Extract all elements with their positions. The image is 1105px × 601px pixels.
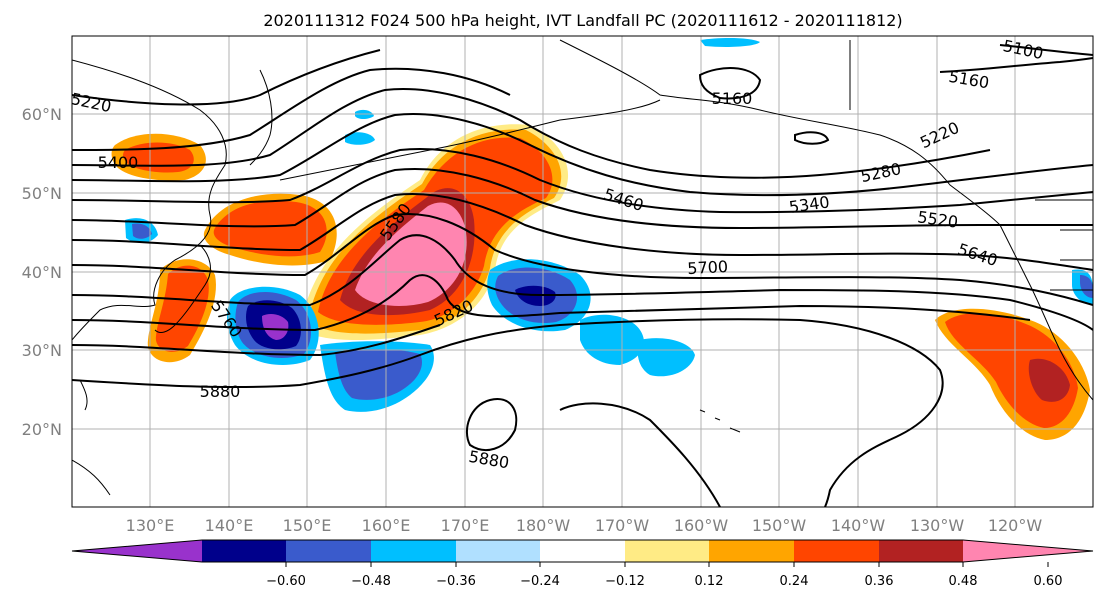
longitude-tick-label: 170°W: [595, 516, 650, 535]
latitude-labels: 60°N 50°N 40°N 30°N 20°N: [22, 105, 62, 439]
latitude-tick-label: 60°N: [22, 105, 62, 124]
height-contour: [72, 67, 511, 151]
colorbar-extend-high: [963, 540, 1093, 562]
colorbar-swatch: [371, 540, 456, 562]
ivt-negative-region: [700, 37, 760, 47]
colorbar-swatch: [879, 540, 963, 562]
ivt-negative-region: [637, 338, 695, 377]
coastline-philippines: [79, 379, 88, 411]
height-contour: [72, 88, 991, 179]
longitude-tick-label: 160°W: [674, 516, 729, 535]
colorbar-swatch: [540, 540, 625, 562]
colorbar-swatch: [456, 540, 540, 562]
colorbar-swatch: [286, 540, 371, 562]
colorbar-swatch: [625, 540, 709, 562]
figure-title: 2020111312 F024 500 hPa height, IVT Land…: [263, 11, 902, 30]
height-contour: [72, 318, 944, 507]
colorbar-tick-label: 0.12: [695, 574, 724, 589]
ivt-negative-region: [345, 132, 375, 145]
height-contour: [794, 131, 830, 145]
coastline-asia: [72, 59, 227, 341]
longitude-tick-label: 120°W: [988, 516, 1043, 535]
ivt-negative-region: [580, 314, 644, 365]
height-contour: [72, 324, 441, 357]
latitude-tick-label: 40°N: [22, 263, 62, 282]
ivt-positive-region: [355, 202, 467, 306]
latitude-tick-label: 50°N: [22, 184, 62, 203]
contour-labels: 5220 5400 5580 5820 5880 5880 5460 5160 …: [72, 36, 1045, 472]
contour-label: 5880: [200, 382, 241, 401]
state-border: [1050, 229, 1093, 291]
ivt-negative-region: [262, 314, 289, 340]
colorbar-outline: [71, 539, 1094, 563]
contour-label: 5700: [687, 257, 729, 278]
longitude-tick-label: 150°W: [752, 516, 807, 535]
height-contour: [559, 402, 721, 507]
longitude-tick-label: 130°W: [910, 516, 965, 535]
coastline-aleutians: [279, 99, 661, 181]
coastlines: [72, 39, 1093, 496]
colorbar-tick-label: 0.24: [780, 574, 809, 589]
longitude-tick-label: 160°E: [362, 516, 411, 535]
colorbar-swatch: [794, 540, 879, 562]
height-contour: [698, 67, 762, 100]
contour-label: 5160: [712, 89, 753, 108]
ivt-negative-region: [132, 223, 152, 239]
longitude-tick-label: 140°W: [831, 516, 886, 535]
height-contour: [72, 49, 381, 106]
longitude-labels: 130°E 140°E 150°E 160°E 170°E 180°W 170°W 160°W…: [126, 516, 1043, 535]
colorbar: [71, 539, 1094, 563]
height-contour: [939, 57, 1093, 73]
longitude-tick-label: 180°W: [516, 516, 571, 535]
latitude-tick-label: 30°N: [22, 341, 62, 360]
height-contour: [72, 168, 1093, 230]
colorbar-extend-low: [72, 540, 202, 562]
height-contour: [72, 148, 1093, 214]
map-frame: [71, 35, 1094, 508]
longitude-tick-label: 170°E: [441, 516, 490, 535]
ivt-negative-region: [1080, 275, 1093, 298]
longitude-tick-label: 140°E: [205, 516, 254, 535]
map-area: 5220 5400 5580 5820 5880 5880 5460 5160 …: [72, 36, 1093, 507]
ivt-negative-shading: [125, 37, 1093, 412]
colorbar-swatch: [709, 540, 794, 562]
longitude-tick-label: 130°E: [126, 516, 175, 535]
colorbar-tick-label: 0.36: [865, 574, 894, 589]
height-contour: [465, 398, 518, 451]
latitude-tick-label: 20°N: [22, 420, 62, 439]
colorbar-swatch: [202, 540, 286, 562]
coastline-hawaii: [699, 409, 741, 433]
height-contours: [72, 44, 1093, 507]
contour-label: 5400: [98, 153, 139, 172]
longitude-tick-label: 150°E: [283, 516, 332, 535]
colorbar-tick-label: −0.60: [266, 574, 306, 589]
coastline-north-america: [999, 224, 1093, 401]
colorbar-tick-label: −0.24: [520, 574, 560, 589]
colorbar-tick-label: −0.36: [436, 574, 476, 589]
height-contour: [72, 274, 1031, 332]
ivt-positive-region: [1028, 358, 1070, 402]
height-contour: [72, 113, 1093, 197]
ivt-positive-region: [213, 200, 327, 257]
height-contour: [72, 213, 1093, 306]
height-contour: [72, 193, 1093, 271]
height-contour: [72, 234, 1093, 331]
height-contour: [999, 44, 1093, 56]
colorbar-labels: −0.60 −0.48 −0.36 −0.24 −0.12 0.12 0.24 0.36 0.4…: [266, 562, 1062, 589]
colorbar-tick-label: −0.12: [605, 574, 645, 589]
colorbar-tick-label: 0.60: [1034, 574, 1063, 589]
colorbar-tick-label: 0.48: [949, 574, 978, 589]
coastline-australia-north: [72, 459, 111, 496]
coastline-japan: [154, 244, 211, 333]
colorbar-tick-label: −0.48: [351, 574, 391, 589]
coastline-alaska: [559, 39, 1001, 226]
